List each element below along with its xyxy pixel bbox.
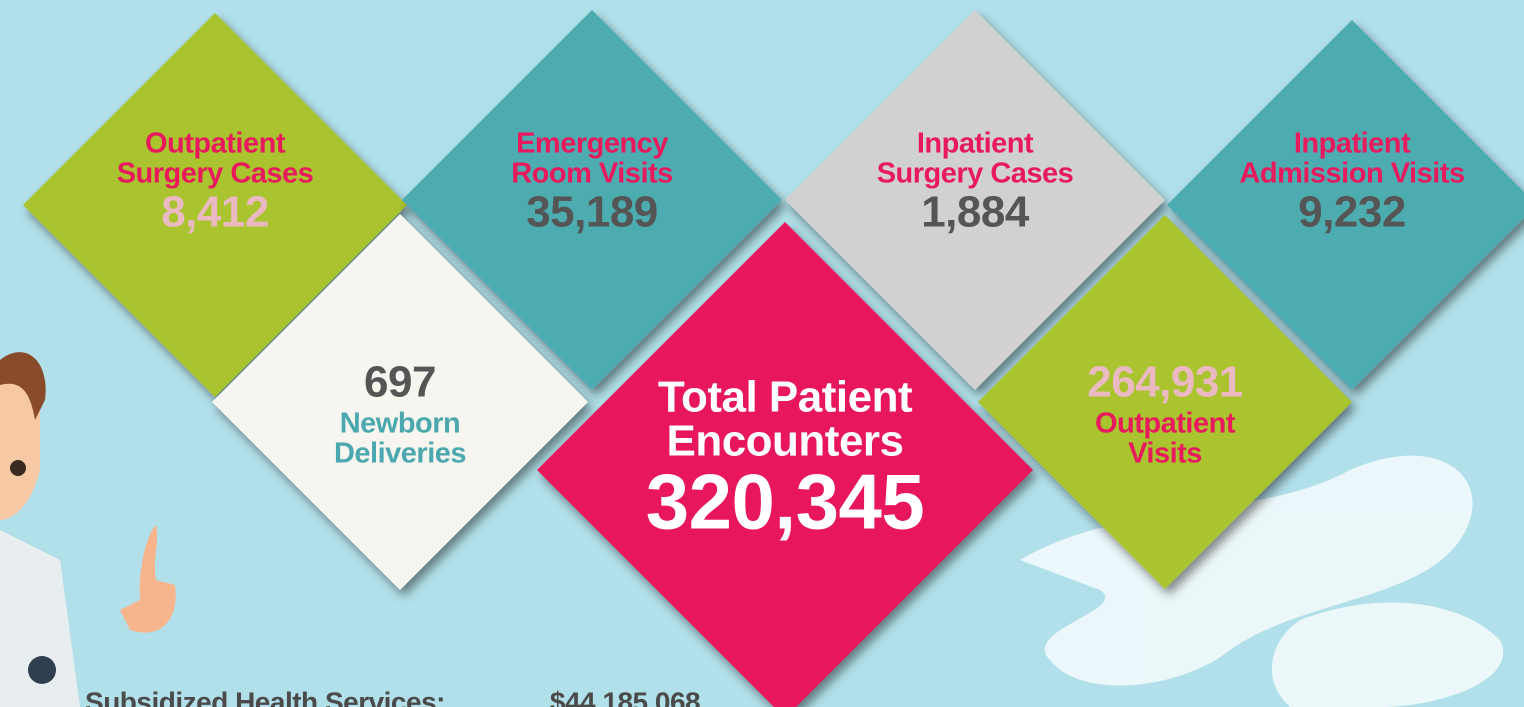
tile-label: Total Patient — [658, 373, 913, 422]
tile-label: Outpatient — [145, 128, 286, 160]
tile-value: 35,189 — [526, 188, 658, 237]
tile-label: Room Visits — [511, 158, 673, 190]
tile-value: 9,232 — [1298, 188, 1406, 237]
tile-label: Inpatient — [1294, 128, 1411, 160]
tile-label: Newborn — [340, 407, 461, 439]
infographic: OutpatientSurgery Cases8,412EmergencyRoo… — [0, 0, 1524, 707]
tile-value: 264,931 — [1087, 358, 1243, 407]
tile-label: Surgery Cases — [117, 158, 314, 190]
tile-label: Inpatient — [917, 128, 1034, 160]
tile-value: 1,884 — [921, 188, 1030, 237]
tile-label: Surgery Cases — [877, 158, 1074, 190]
doctor-illustration — [0, 352, 176, 707]
tile-value: 320,345 — [646, 458, 924, 546]
tile-label: Deliveries — [334, 437, 466, 469]
footer: Subsidized Health Services: $44,185,068 — [85, 686, 700, 707]
tile-value: 8,412 — [161, 188, 269, 237]
tile-label: Outpatient — [1095, 407, 1236, 439]
page: OutpatientSurgery Cases8,412EmergencyRoo… — [0, 0, 1524, 707]
tile-label: Admission Visits — [1239, 158, 1464, 190]
footer-value: $44,185,068 — [550, 686, 700, 707]
tile-label: Emergency — [516, 128, 668, 160]
tile-label: Visits — [1128, 437, 1202, 469]
tile-value: 697 — [364, 358, 436, 407]
footer-label: Subsidized Health Services: — [85, 686, 445, 707]
